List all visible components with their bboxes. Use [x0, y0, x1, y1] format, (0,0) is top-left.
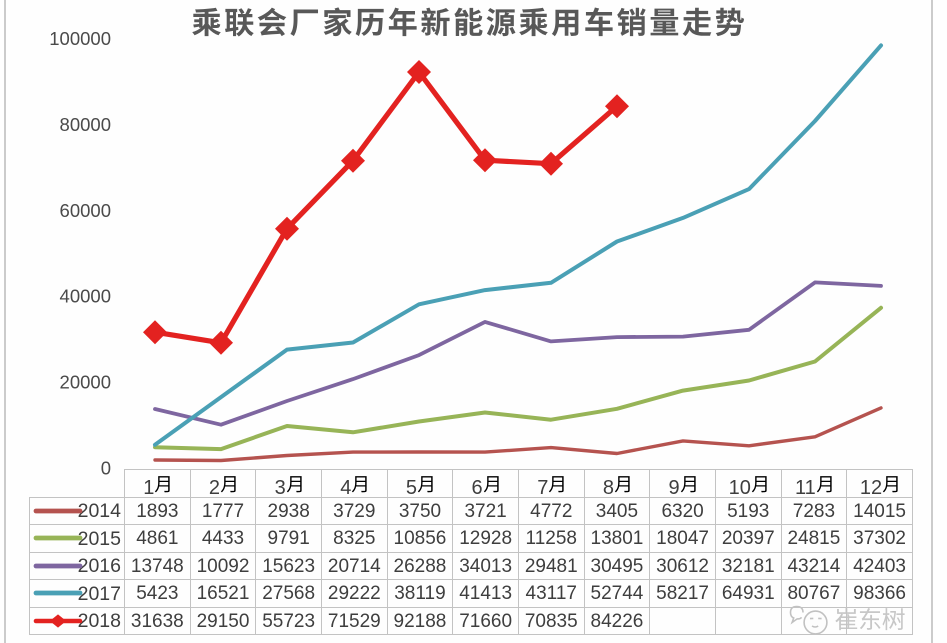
svg-text:100000: 100000	[49, 28, 111, 49]
svg-text:20000: 20000	[60, 372, 111, 393]
svg-text:80000: 80000	[60, 114, 111, 135]
svg-text:0: 0	[101, 458, 111, 479]
svg-text:60000: 60000	[60, 200, 111, 221]
svg-text:40000: 40000	[60, 286, 111, 307]
